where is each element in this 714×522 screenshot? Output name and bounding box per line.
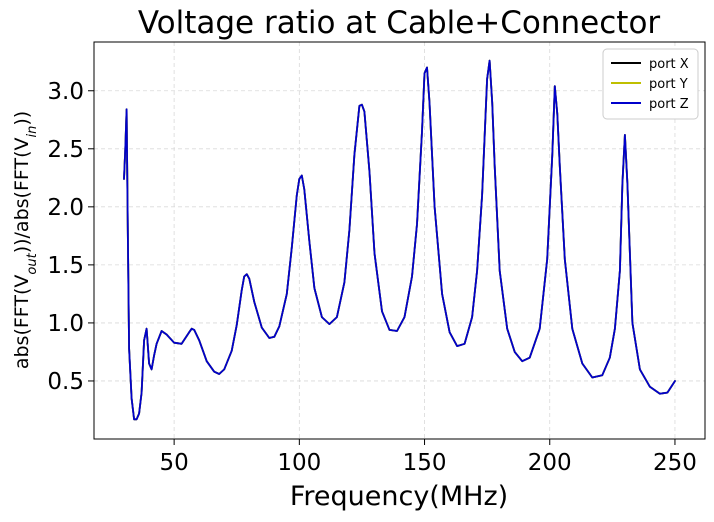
- series-line-port-z: [123, 59, 676, 421]
- legend: port X port Y port Z: [602, 48, 699, 120]
- legend-label: port X: [649, 57, 689, 72]
- y-tick-label: 3.0: [47, 79, 84, 105]
- y-tick-label: 1.5: [47, 253, 84, 279]
- x-axis-label: Frequency(MHz): [290, 481, 508, 512]
- series-lines: [123, 59, 676, 421]
- y-axis-label: abs(FFT(Vout))/abs(FFT(Vin)): [11, 111, 40, 369]
- grid: [94, 42, 705, 439]
- x-tick-label: 250: [653, 450, 697, 476]
- y-tick-label: 2.5: [47, 137, 84, 163]
- x-tick-label: 200: [528, 450, 572, 476]
- x-tick-label: 100: [277, 450, 321, 476]
- legend-label: port Z: [649, 97, 689, 112]
- y-tick-label: 2.0: [47, 195, 84, 221]
- y-tick-label: 1.0: [47, 311, 84, 337]
- legend-box: [602, 48, 699, 120]
- chart-title: Voltage ratio at Cable+Connector: [138, 5, 661, 41]
- x-axis-ticks: 50 100 150 200 250: [159, 439, 697, 476]
- plot-frame: [93, 41, 706, 440]
- y-axis-ticks: 0.5 1.0 1.5 2.0 2.5 3.0: [47, 79, 94, 395]
- y-tick-label: 0.5: [47, 369, 84, 395]
- x-tick-label: 150: [403, 450, 447, 476]
- legend-label: port Y: [649, 77, 688, 92]
- x-tick-label: 50: [159, 450, 188, 476]
